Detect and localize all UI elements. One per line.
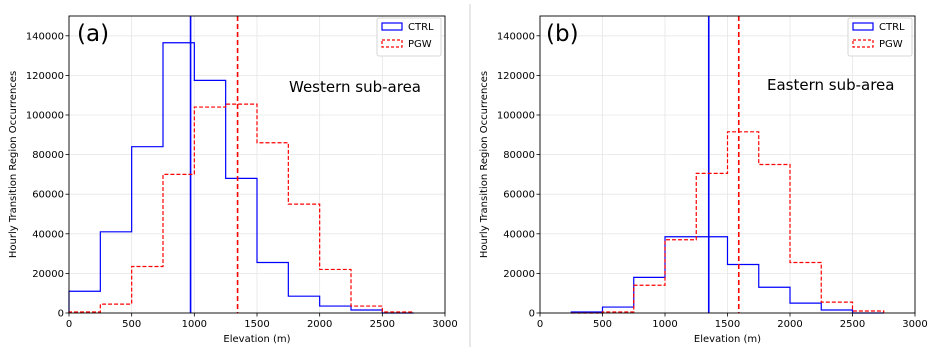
x-tick-label: 1500 <box>715 319 740 330</box>
x-tick-label: 1500 <box>244 319 269 330</box>
y-tick-label: 20000 <box>32 269 64 280</box>
y-tick-label: 60000 <box>32 190 64 201</box>
y-tick-label: 40000 <box>503 229 535 240</box>
y-tick-label: 0 <box>58 309 64 320</box>
x-tick-label: 2000 <box>777 319 802 330</box>
sub-area-annotation: Western sub-area <box>289 78 421 96</box>
x-tick-label: 2000 <box>307 319 332 330</box>
x-axis-label: Elevation (m) <box>694 334 761 345</box>
x-tick-label: 500 <box>122 319 141 330</box>
y-tick-label: 80000 <box>32 150 64 161</box>
panel-label: (a) <box>77 21 109 47</box>
legend-swatch-pgw <box>852 39 874 48</box>
histogram-series-pgw <box>571 131 885 314</box>
y-tick-label: 60000 <box>503 190 535 201</box>
legend-label-pgw: PGW <box>408 39 432 50</box>
y-axis-label: Hourly Transition Region Occurrences <box>8 71 19 258</box>
x-tick-label: 500 <box>593 319 612 330</box>
x-tick-label: 0 <box>66 319 72 330</box>
legend-swatch-pgw <box>381 39 403 48</box>
x-tick-label: 1000 <box>652 319 677 330</box>
legend-label-pgw: PGW <box>879 39 903 50</box>
legend: CTRL PGW <box>847 17 913 57</box>
y-axis-label: Hourly Transition Region Occurrences <box>479 71 490 258</box>
panel-label: (b) <box>546 21 579 47</box>
panel-b-chart: 0 500 1000 1500 2000 2500 3000 0 20000 40000 60000… <box>479 15 928 345</box>
x-tick-label: 2500 <box>840 319 865 330</box>
y-tick-label: 140000 <box>26 31 64 42</box>
y-tick-label: 40000 <box>32 229 64 240</box>
x-tick-label: 1000 <box>182 319 207 330</box>
legend-label-ctrl: CTRL <box>879 22 905 33</box>
y-tick-label: 100000 <box>26 111 64 122</box>
y-tick-label: 0 <box>529 309 535 320</box>
legend-label-ctrl: CTRL <box>408 22 434 33</box>
x-tick-label: 3000 <box>432 319 457 330</box>
legend-swatch-ctrl <box>381 22 403 31</box>
panel-a-chart: 0 500 1000 1500 2000 2500 3000 0 20000 40000 60000… <box>8 15 458 345</box>
legend-swatch-ctrl <box>852 22 874 31</box>
histogram-series-ctrl <box>570 236 884 314</box>
y-tick-label: 80000 <box>503 150 535 161</box>
x-tick-label: 2500 <box>370 319 395 330</box>
histogram-series-ctrl <box>68 42 414 314</box>
x-axis-label: Elevation (m) <box>223 334 290 345</box>
y-tick-label: 120000 <box>26 71 64 82</box>
sub-area-annotation: Eastern sub-area <box>767 76 894 94</box>
legend: CTRL PGW <box>376 17 442 57</box>
x-tick-label: 3000 <box>902 319 927 330</box>
y-tick-label: 120000 <box>497 71 535 82</box>
histogram-series-pgw <box>68 103 415 313</box>
y-tick-label: 140000 <box>497 31 535 42</box>
x-tick-label: 0 <box>537 319 543 330</box>
y-tick-label: 100000 <box>497 111 535 122</box>
y-tick-label: 20000 <box>503 269 535 280</box>
